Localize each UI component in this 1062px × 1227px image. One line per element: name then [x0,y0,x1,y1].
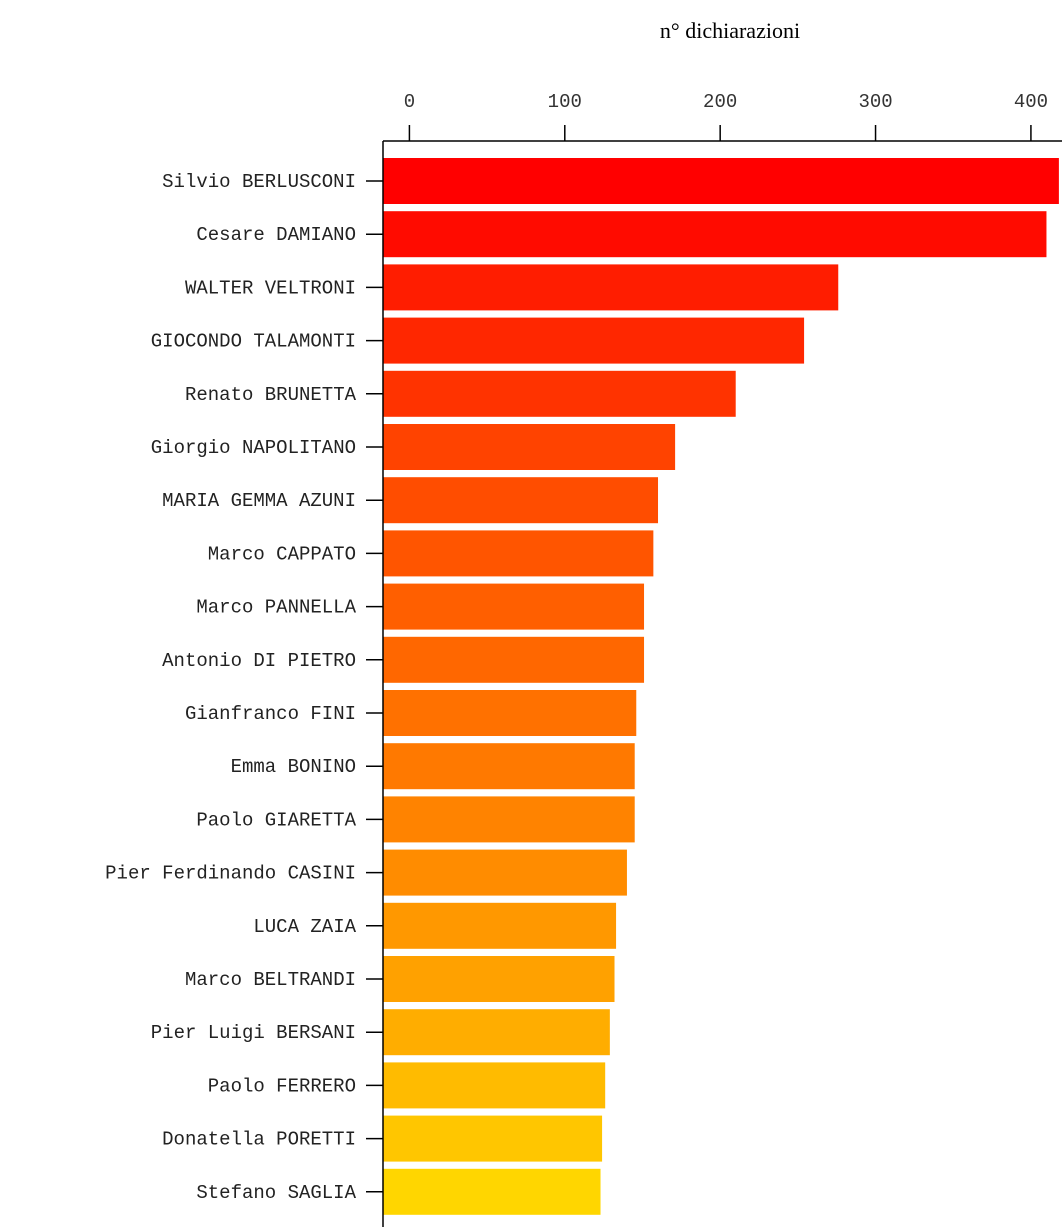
bar [383,583,645,630]
bar [383,796,635,843]
category-label: Marco BELTRANDI [185,969,356,991]
x-tick-label: 400 [1014,91,1048,113]
category-label: Emma BONINO [231,756,356,778]
bars [383,158,1059,1215]
x-tick-label: 300 [858,91,892,113]
category-label: MARIA GEMMA AZUNI [162,490,356,512]
category-label: Paolo FERRERO [208,1075,356,1097]
bar [383,636,645,683]
bar [383,211,1047,258]
bar [383,902,617,949]
category-labels: Silvio BERLUSCONI Cesare DAMIANO WALTER VE… [105,171,383,1204]
category-label: Paolo GIARETTA [196,809,356,831]
x-tick-label: 0 [404,91,415,113]
x-axis-ticks: 0 100 200 300 400 [404,91,1048,141]
bar [383,264,839,311]
category-label: Marco CAPPATO [208,543,356,565]
category-label: WALTER VELTRONI [185,277,356,299]
bar [383,477,659,524]
bar [383,743,635,790]
bar [383,1115,603,1162]
bar [383,849,627,896]
category-label: GIOCONDO TALAMONTI [151,331,356,353]
category-label: Giorgio NAPOLITANO [151,437,356,459]
category-label: Pier Ferdinando CASINI [105,863,356,885]
category-label: Stefano SAGLIA [196,1182,356,1204]
bar [383,956,615,1002]
category-label: Pier Luigi BERSANI [151,1022,356,1044]
category-label: Donatella PORETTI [162,1129,356,1151]
x-axis-label: n° dichiarazioni [660,18,800,43]
category-label: Antonio DI PIETRO [162,650,356,672]
bar [383,690,637,736]
bar [383,424,676,470]
category-label: Gianfranco FINI [185,703,356,725]
category-label: Silvio BERLUSCONI [162,171,356,193]
bar [383,1009,610,1056]
bar [383,317,805,364]
category-label: Renato BRUNETTA [185,384,357,406]
bar [383,1168,601,1215]
x-tick-label: 100 [548,91,582,113]
bar [383,1062,606,1109]
bar [383,370,736,417]
bar [383,158,1059,204]
bar [383,530,654,577]
x-tick-label: 200 [703,91,737,113]
category-label: LUCA ZAIA [253,916,356,938]
category-label: Cesare DAMIANO [196,224,356,246]
category-label: Marco PANNELLA [196,597,356,619]
